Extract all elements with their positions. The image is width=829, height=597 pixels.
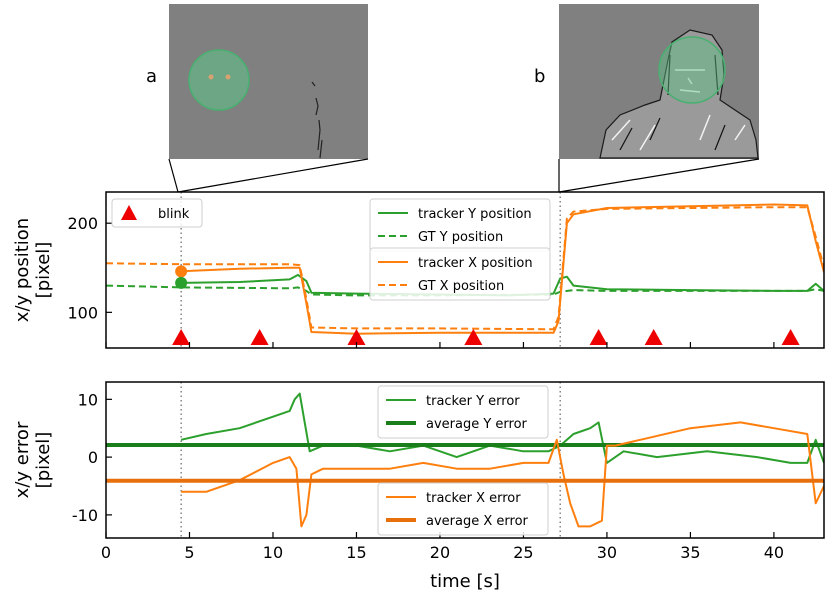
legend-error-x-entry-label: tracker X error <box>426 491 521 506</box>
legend-y-entry-label: tracker Y position <box>418 207 532 222</box>
blink-marker <box>589 329 608 345</box>
inset-b-connector-right <box>558 158 760 193</box>
inset-a-connector-right <box>177 158 369 193</box>
series-line-gt-y-position <box>106 284 824 297</box>
x-tick-label: 15 <box>346 543 366 562</box>
inset-a-overlay-circle <box>188 49 250 111</box>
x-tick-label: 35 <box>680 543 700 562</box>
inset-a-event-noise <box>311 81 323 159</box>
inset-a: a <box>146 4 368 159</box>
plot-area <box>106 382 824 538</box>
x-tick-label: 25 <box>513 543 533 562</box>
y-tick-label: 10 <box>78 390 98 409</box>
plot-area <box>106 192 824 348</box>
legend-error-x-entry-label: average X error <box>426 514 529 529</box>
y-axis-label-line1: x/y error <box>12 421 33 498</box>
blink-marker <box>250 329 269 345</box>
y-tick-label: 0 <box>88 448 98 467</box>
x-tick-label: 5 <box>184 543 194 562</box>
blink-marker <box>347 329 366 345</box>
y-tick-label: -10 <box>72 506 98 525</box>
inset-b-person-silhouette <box>599 29 759 159</box>
blink-legend-label: blink <box>158 207 190 222</box>
x-tick-label: 40 <box>764 543 784 562</box>
x-tick-label: 0 <box>101 543 111 562</box>
inset-b-edge-dark <box>619 54 726 151</box>
legend-error-x-box <box>377 482 549 536</box>
blink-marker <box>172 329 191 345</box>
blink-marker <box>644 329 663 345</box>
y-axis-label: x/y error [pixel] <box>12 421 54 498</box>
y-tick-label: 200 <box>67 214 98 233</box>
y-axis-label-line2: [pixel] <box>33 432 54 489</box>
position-panel: 100 200 x/y position [pixel] tracker Y posit… <box>12 191 825 349</box>
legend-error-y-box <box>377 385 549 439</box>
series-line-gt-x-position <box>106 206 824 331</box>
plot-frame <box>105 191 825 349</box>
blink-marker <box>464 329 483 345</box>
inset-b-overlay-circle <box>658 36 726 104</box>
series-line-tracker-x-position <box>181 203 824 335</box>
start-marker <box>175 276 188 289</box>
start-marker <box>175 265 188 278</box>
legend-x-entry-label: GT X position <box>418 279 504 294</box>
x-tick-label: 20 <box>430 543 450 562</box>
y-axis-label-line2: [pixel] <box>33 242 54 299</box>
legend-error-y-entry-label: average Y error <box>426 417 528 432</box>
legend-error-y-entry-label: tracker Y error <box>426 394 520 409</box>
series-line-tracker-y-position <box>181 273 824 297</box>
legend-x-box <box>369 247 551 301</box>
inset-b-edge-detail <box>611 69 746 151</box>
legend-x-entry-label: tracker X position <box>418 256 533 271</box>
x-tick-label: 30 <box>597 543 617 562</box>
inset-a-eye-left <box>208 74 214 80</box>
inset-b: b <box>534 4 759 159</box>
x-axis-label: time [s] <box>430 571 500 592</box>
inset-b-label: b <box>534 66 545 87</box>
x-tick-label: 10 <box>263 543 283 562</box>
blink-marker <box>781 329 800 345</box>
series-line-tracker-y-error <box>180 392 824 464</box>
inset-a-connector-left <box>168 158 179 193</box>
inset-a-label: a <box>146 66 157 87</box>
blink-legend-swatch <box>121 205 137 220</box>
plot-frame <box>105 381 825 539</box>
y-tick-label: 100 <box>67 303 98 322</box>
y-axis-label: x/y position [pixel] <box>12 218 54 322</box>
y-axis-label-line1: x/y position <box>12 218 33 322</box>
series-line-tracker-x-error <box>181 421 824 528</box>
inset-a-eye-right <box>225 74 231 80</box>
legend-y-entry-label: GT Y position <box>418 230 503 245</box>
